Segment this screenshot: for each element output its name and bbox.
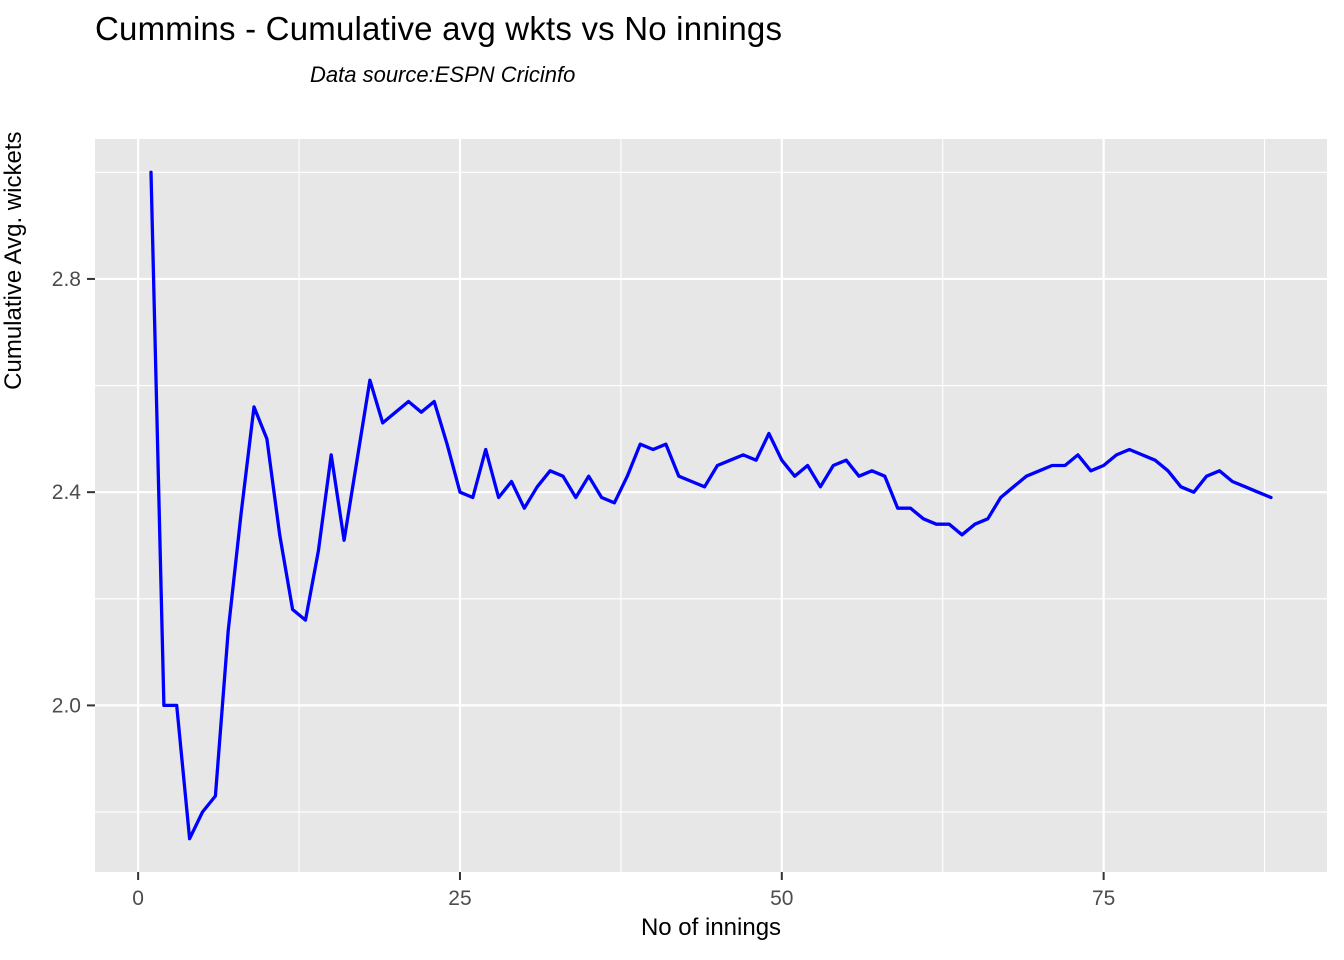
y-tick-label: 2.0 (52, 694, 81, 717)
x-tick-label: 50 (770, 887, 793, 910)
plot-panel (95, 139, 1327, 872)
cumulative-avg-wickets-line (149, 170, 1273, 841)
y-tick-label: 2.8 (52, 268, 81, 291)
y-tick-label: 2.4 (52, 481, 82, 504)
x-tick-label: 0 (132, 887, 144, 910)
chart-subtitle: Data source:ESPN Cricinfo (310, 62, 576, 87)
x-tick-label: 75 (1092, 887, 1115, 910)
chart-title: Cummins - Cumulative avg wkts vs No inni… (95, 10, 783, 47)
y-axis-title: Cumulative Avg. wickets (0, 131, 27, 390)
x-tick-label: 25 (448, 887, 471, 910)
x-axis-title: No of innings (640, 914, 782, 941)
